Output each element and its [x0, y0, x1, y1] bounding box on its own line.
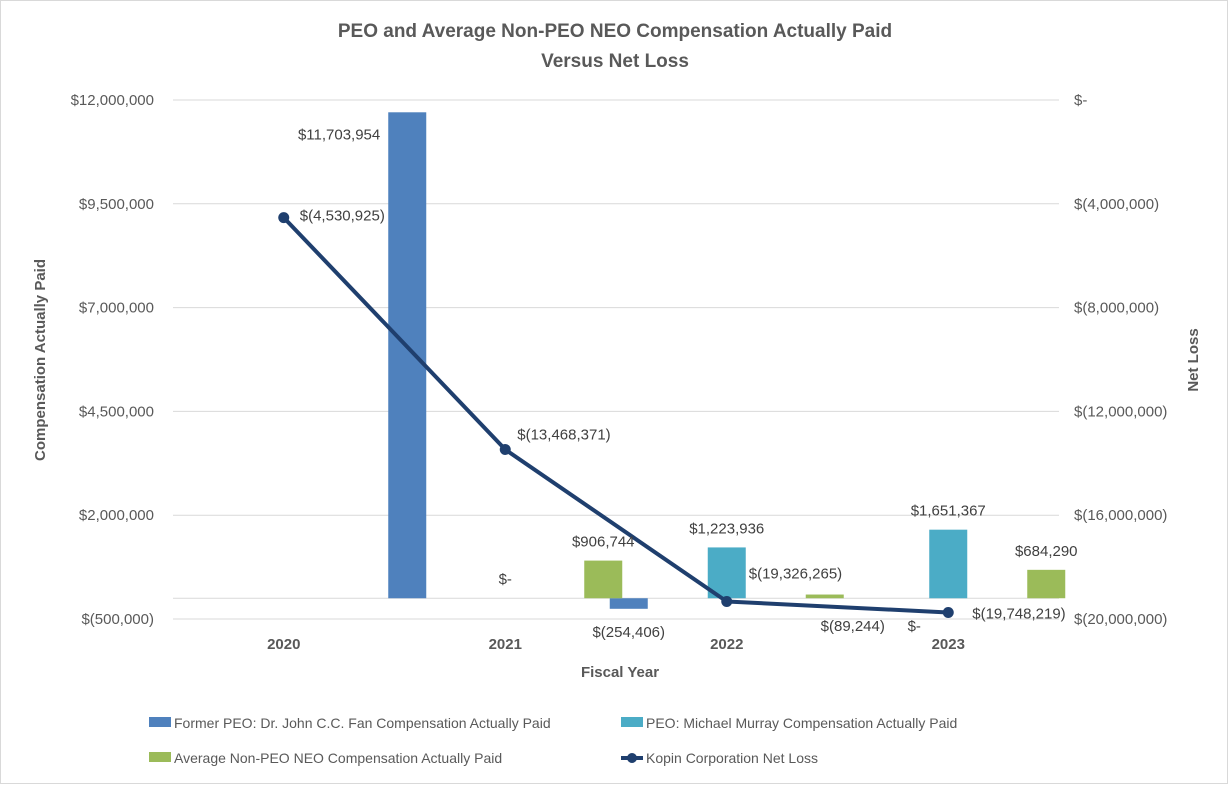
- bar: [388, 112, 427, 599]
- bars: [388, 112, 1066, 609]
- data-label: $(254,406): [592, 624, 665, 641]
- legend: Former PEO: Dr. John C.C. Fan Compensati…: [149, 715, 957, 766]
- net-loss-marker: [499, 444, 511, 456]
- bar: [707, 547, 746, 599]
- x-tick-label: 2021: [489, 636, 522, 653]
- data-label: $(19,326,265): [749, 566, 842, 583]
- chart-title-line-1: PEO and Average Non-PEO NEO Compensation…: [338, 21, 892, 42]
- data-label: $11,703,954: [298, 126, 380, 143]
- bar: [584, 560, 623, 599]
- net-loss-marker: [942, 606, 954, 618]
- gridlines: [173, 99, 1059, 620]
- data-label: $906,744: [572, 534, 635, 551]
- x-tick-label: 2020: [267, 636, 300, 653]
- legend-label: PEO: Michael Murray Compensation Actuall…: [646, 715, 957, 731]
- data-label: $1,651,367: [911, 503, 986, 520]
- data-labels: $11,703,954 $(254,406) $- $1,223,936 $1,651,…: [298, 126, 1078, 641]
- data-label: $(19,748,219): [972, 605, 1065, 622]
- y2-tick-label: $(4,000,000): [1074, 196, 1159, 213]
- data-label: $-: [499, 571, 512, 588]
- net-loss-line: [278, 212, 954, 618]
- y-axis-left-title: Compensation Actually Paid: [32, 259, 49, 461]
- legend-item: PEO: Michael Murray Compensation Actuall…: [621, 715, 957, 731]
- legend-swatch: [149, 717, 171, 727]
- x-tick-label: 2023: [932, 636, 965, 653]
- legend-item: Average Non-PEO NEO Compensation Actuall…: [149, 750, 502, 766]
- net-loss-marker: [278, 212, 290, 224]
- legend-label: Former PEO: Dr. John C.C. Fan Compensati…: [174, 715, 551, 731]
- y-axis-right: $(20,000,000) $(16,000,000) $(12,000,000) $…: [1074, 92, 1167, 628]
- legend-label: Average Non-PEO NEO Compensation Actuall…: [174, 750, 502, 766]
- y-axis-left: $(500,000) $2,000,000 $4,500,000 $7,000,000…: [71, 92, 154, 628]
- y2-tick-label: $(8,000,000): [1074, 300, 1159, 317]
- y-tick-label: $9,500,000: [79, 196, 154, 213]
- data-label: $684,290: [1015, 543, 1078, 560]
- bar: [929, 529, 968, 599]
- legend-swatch: [149, 752, 171, 762]
- x-tick-label: 2022: [710, 636, 743, 653]
- legend-item: Kopin Corporation Net Loss: [621, 750, 818, 766]
- data-label: $1,223,936: [689, 520, 764, 537]
- legend-marker: [627, 753, 637, 763]
- x-axis: 2020 2021 2022 2023: [267, 636, 965, 653]
- data-label: $(4,530,925): [300, 208, 385, 225]
- y-tick-label: $4,500,000: [79, 403, 154, 420]
- net-loss-line-path: [282, 216, 949, 615]
- data-label: $-: [908, 618, 921, 635]
- legend-item: Former PEO: Dr. John C.C. Fan Compensati…: [149, 715, 551, 731]
- data-label: $(13,468,371): [517, 427, 610, 444]
- bar: [805, 594, 844, 599]
- data-label: $(89,244): [821, 618, 885, 635]
- y-axis-right-title: Net Loss: [1185, 328, 1202, 391]
- y2-tick-label: $(16,000,000): [1074, 507, 1167, 524]
- y-tick-label: $(500,000): [81, 611, 154, 628]
- y-tick-label: $2,000,000: [79, 507, 154, 524]
- chart-title: PEO and Average Non-PEO NEO Compensation…: [338, 21, 892, 72]
- legend-label: Kopin Corporation Net Loss: [646, 750, 818, 766]
- y2-tick-label: $(12,000,000): [1074, 403, 1167, 420]
- y2-tick-label: $-: [1074, 92, 1087, 109]
- legend-swatch: [621, 717, 643, 727]
- y-tick-label: $12,000,000: [71, 92, 154, 109]
- bar: [1027, 569, 1066, 599]
- y-tick-label: $7,000,000: [79, 300, 154, 317]
- y2-tick-label: $(20,000,000): [1074, 611, 1167, 628]
- net-loss-marker: [721, 596, 733, 608]
- x-axis-title: Fiscal Year: [581, 664, 659, 681]
- chart-title-line-2: Versus Net Loss: [541, 51, 689, 72]
- bar: [609, 598, 648, 609]
